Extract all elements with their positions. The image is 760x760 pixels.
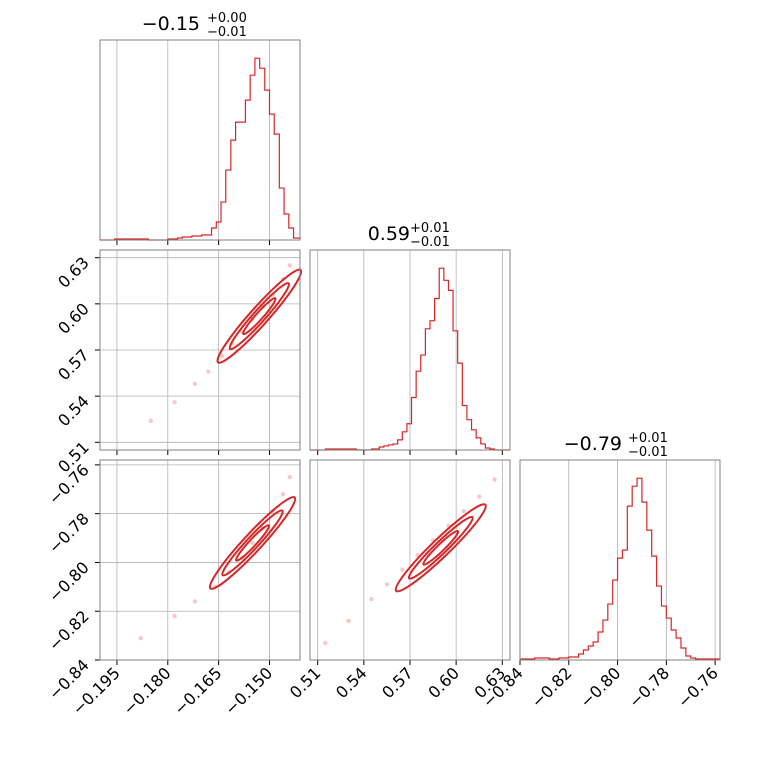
scatter-point	[192, 599, 198, 604]
axes-frame	[99, 459, 301, 661]
title-param0: −0.15 +0.00 −0.01	[142, 11, 247, 40]
axes-frame	[309, 249, 511, 451]
scatter-point	[138, 635, 143, 641]
scatter-point	[172, 613, 177, 619]
title-param2-main: −0.79	[564, 433, 622, 455]
scatter-point	[192, 381, 198, 387]
x-tick-label: 0.54	[332, 663, 371, 702]
scatter-point	[172, 400, 177, 405]
param0-vs-param1-panel: 0.510.540.570.600.63	[54, 249, 303, 476]
param0-vs-param2-panel: −0.195−0.180−0.165−0.150−0.84−0.82−0.80−…	[45, 459, 301, 719]
scatter-point	[148, 418, 154, 423]
contour-level-1	[208, 496, 297, 590]
axes-frame	[309, 459, 511, 661]
param0-marginal-panel	[99, 39, 301, 245]
axes-frame	[99, 39, 301, 241]
scatter-point	[287, 474, 293, 480]
x-tick-label: −0.78	[625, 663, 673, 711]
x-tick-label: 0.57	[378, 663, 417, 702]
x-tick-label: −0.80	[576, 663, 624, 711]
x-tick-label: −0.150	[221, 663, 276, 718]
y-tick-label: −0.80	[45, 558, 93, 606]
scatter-point	[287, 263, 293, 268]
title-param0-sub: −0.01	[207, 25, 247, 40]
y-tick-label: −0.78	[45, 509, 93, 557]
scatter-point	[461, 509, 467, 514]
param1-vs-param2-panel: 0.51 0.54 0.57 0.60 0.63	[286, 459, 511, 702]
title-param1-main: 0.59	[368, 223, 410, 245]
contour-level-3	[242, 297, 277, 336]
axes-frame	[99, 249, 301, 451]
y-tick-label: 0.60	[54, 299, 93, 338]
y-tick-label: −0.82	[45, 607, 93, 655]
x-tick-label: −0.76	[674, 663, 722, 711]
panels: 0.510.540.570.600.63−0.195−0.180−0.165−0…	[45, 39, 722, 719]
param1-marginal-panel	[309, 249, 511, 455]
title-param2-sup: +0.01	[628, 431, 668, 446]
scatter-point	[323, 640, 328, 646]
contour-level-2	[228, 282, 290, 351]
contour-level-2	[221, 509, 284, 577]
title-param0-main: −0.15	[142, 13, 200, 35]
contour-level-1	[216, 268, 303, 364]
param2-marginal-panel: −0.84 −0.82 −0.80 −0.78 −0.76	[479, 459, 722, 711]
x-tick-label: 0.51	[286, 663, 325, 702]
histogram-step	[310, 267, 510, 451]
scatter-point	[369, 596, 374, 602]
x-tick-label: 0.60	[424, 663, 463, 702]
axes-frame	[519, 459, 721, 661]
title-param1-sub: −0.01	[410, 235, 450, 250]
contour-level-2	[407, 515, 474, 580]
title-param2-sub: −0.01	[628, 445, 668, 460]
title-param1-sup: +0.01	[410, 221, 450, 236]
contour-level-1	[394, 503, 487, 593]
y-tick-label: 0.54	[54, 392, 93, 431]
x-tick-label: −0.180	[119, 663, 174, 718]
y-tick-label: 0.57	[54, 345, 93, 384]
scatter-point	[477, 494, 482, 499]
contour-level-3	[235, 524, 271, 562]
scatter-point	[250, 540, 255, 546]
title-param0-sup: +0.00	[207, 11, 247, 26]
scatter-point	[219, 353, 225, 359]
contour-level-3	[422, 529, 460, 566]
scatter-point	[206, 369, 211, 374]
scatter-point	[384, 582, 390, 587]
scatter-point	[346, 618, 351, 624]
histogram-step	[520, 477, 721, 660]
x-tick-label: −0.165	[170, 663, 225, 718]
x-tick-label: −0.82	[528, 663, 576, 711]
scatter-point	[280, 491, 286, 497]
y-tick-label: 0.63	[54, 253, 93, 292]
histogram-step	[100, 57, 301, 241]
scatter-point	[492, 477, 497, 482]
title-param1: 0.59 +0.01 −0.01	[368, 221, 450, 250]
scatter-point	[400, 567, 405, 572]
title-param2: −0.79 +0.01 −0.01	[564, 431, 668, 460]
